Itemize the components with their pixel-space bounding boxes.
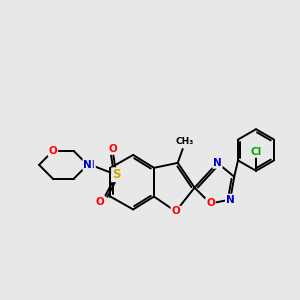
- Text: O: O: [171, 206, 180, 216]
- Text: O: O: [95, 196, 104, 206]
- Text: S: S: [112, 168, 121, 181]
- Text: O: O: [206, 199, 215, 208]
- Text: O: O: [109, 144, 118, 154]
- Text: N: N: [83, 160, 92, 170]
- Text: CH₃: CH₃: [176, 136, 194, 146]
- Text: N: N: [226, 194, 235, 205]
- Text: Cl: Cl: [250, 147, 262, 157]
- Text: O: O: [49, 146, 57, 156]
- Text: N: N: [86, 160, 95, 170]
- Text: N: N: [213, 158, 222, 168]
